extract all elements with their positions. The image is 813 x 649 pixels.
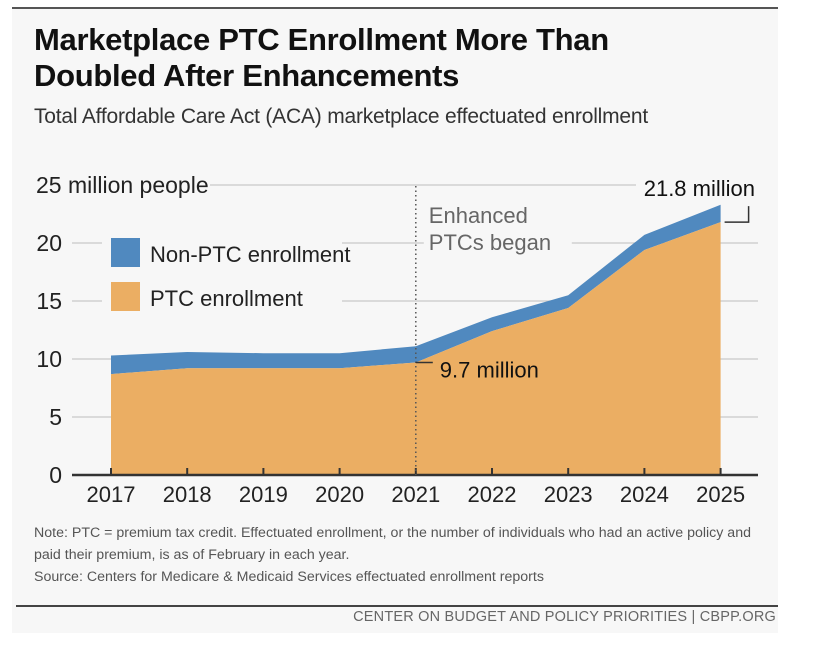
x-tick-label-2025: 2025	[696, 482, 745, 507]
x-tick-label-2022: 2022	[468, 482, 517, 507]
annotation-9-7-million: 9.7 million	[440, 357, 539, 382]
chart-source: Source: Centers for Medicare & Medicaid …	[34, 569, 544, 585]
annotation-background	[423, 200, 572, 258]
x-tick-label-2023: 2023	[544, 482, 593, 507]
annotation-21-8-leader	[724, 206, 750, 223]
x-tick-label-2019: 2019	[239, 482, 288, 507]
y-tick-label-15: 15	[36, 288, 62, 314]
areas	[111, 204, 721, 475]
top-rule	[12, 7, 778, 9]
y-axis-labels: 0 5 10 15 20 25 million people	[36, 172, 209, 488]
x-axis-labels: 2017 2018 2019 2020 2021 2022 2023 2024 2025	[87, 482, 746, 507]
chart-title: Marketplace PTC Enrollment More Than Dou…	[34, 22, 754, 94]
annotation-21-8-million: 21.8 million	[644, 176, 755, 201]
annotation-enhanced-line-2: PTCs began	[429, 230, 551, 255]
y-tick-label-0: 0	[49, 462, 62, 488]
area-non-ptc-enrollment	[111, 204, 721, 375]
legend-background	[102, 225, 342, 315]
publisher-credit: CENTER ON BUDGET AND POLICY PRIORITIES |…	[353, 609, 776, 625]
x-tick-label-2020: 2020	[315, 482, 364, 507]
chart-subtitle: Total Affordable Care Act (ACA) marketpl…	[34, 105, 649, 128]
x-axis	[72, 468, 758, 477]
chart-title-line-1: Marketplace PTC Enrollment More Than	[34, 22, 609, 57]
x-tick-label-2017: 2017	[87, 482, 136, 507]
y-tick-label-5: 5	[49, 404, 62, 430]
legend-swatch-ptc	[111, 282, 140, 311]
legend-swatch-non-ptc	[111, 238, 140, 267]
x-tick-label-2024: 2024	[620, 482, 669, 507]
legend-label-ptc: PTC enrollment	[150, 286, 303, 311]
chart-note: Note: PTC = premium tax credit. Effectua…	[34, 525, 751, 563]
area-ptc-enrollment	[111, 222, 721, 475]
bottom-rule	[16, 605, 778, 607]
x-tick-label-2018: 2018	[163, 482, 212, 507]
annotation-21-8-background	[636, 172, 758, 202]
x-tick-label-2021: 2021	[391, 482, 440, 507]
annotation-enhanced-line-1: Enhanced	[429, 203, 528, 228]
chart-title-line-2: Doubled After Enhancements	[34, 58, 460, 93]
legend: Non-PTC enrollment PTC enrollment	[102, 225, 351, 315]
y-tick-label-20: 20	[36, 230, 62, 256]
y-tick-label-10: 10	[36, 346, 62, 372]
legend-label-non-ptc: Non-PTC enrollment	[150, 242, 351, 267]
y-tick-label-25: 25 million people	[36, 172, 209, 198]
